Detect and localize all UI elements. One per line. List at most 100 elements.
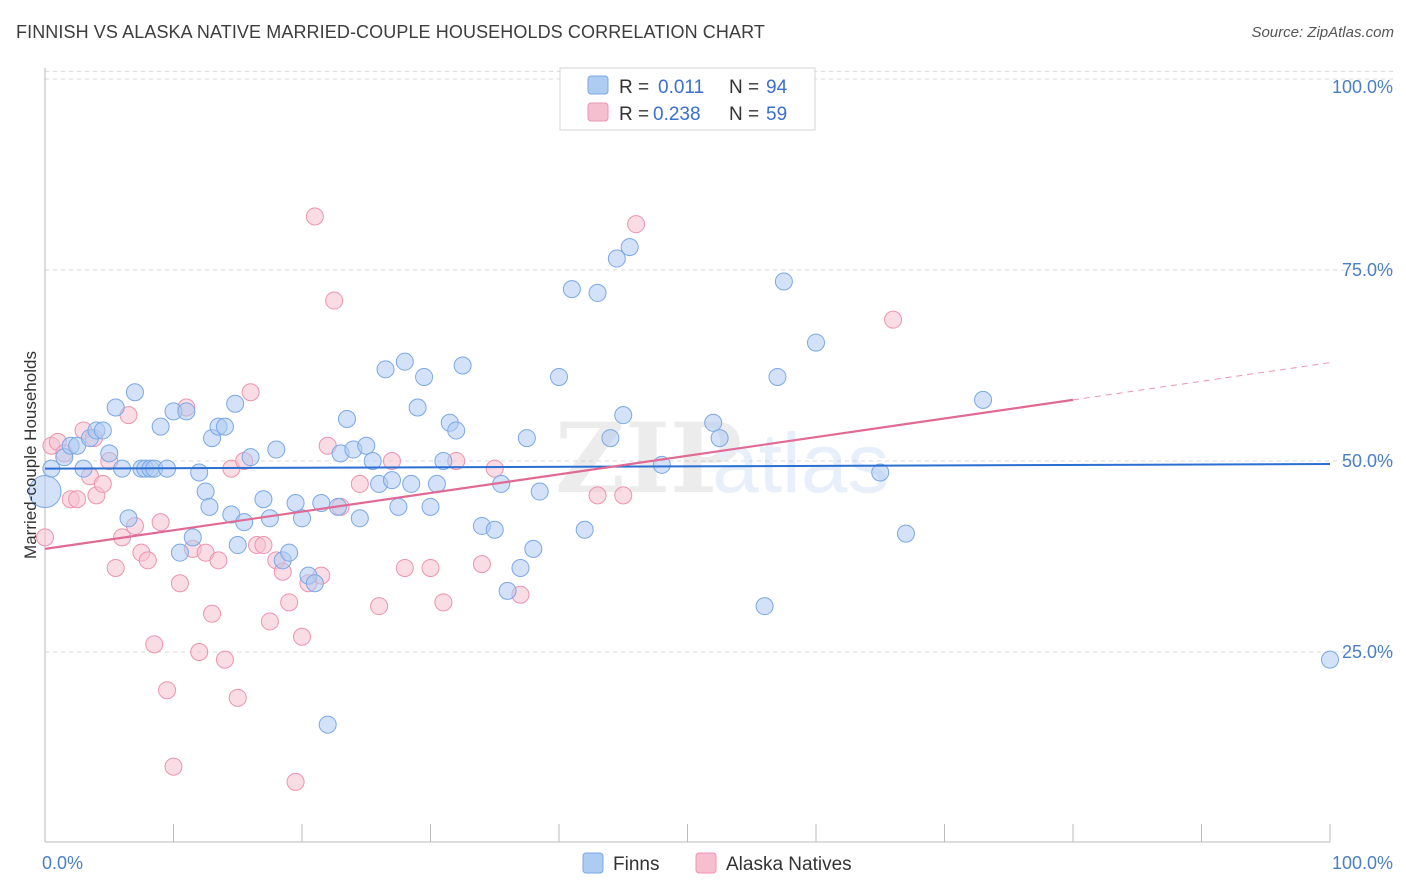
data-point-alaska-natives xyxy=(254,536,273,555)
data-point-alaska-natives xyxy=(138,551,157,570)
data-point-alaska-natives xyxy=(588,486,607,505)
data-point-alaska-natives xyxy=(286,772,305,791)
data-point-finns xyxy=(267,440,286,459)
data-point-finns xyxy=(704,413,723,432)
data-point-finns xyxy=(100,444,119,463)
data-point-finns xyxy=(607,249,626,268)
data-point-finns xyxy=(228,536,247,555)
data-point-finns xyxy=(305,574,324,593)
axes xyxy=(44,68,1331,843)
data-point-finns xyxy=(498,581,517,600)
legend-n-label-alaska-natives: N = xyxy=(729,104,759,125)
bottom-legend-label-alaska-natives: Alaska Natives xyxy=(726,854,852,875)
data-point-alaska-natives xyxy=(93,474,112,493)
data-point-finns xyxy=(453,356,472,375)
data-point-alaska-natives xyxy=(305,207,324,226)
data-point-alaska-natives xyxy=(164,757,183,776)
data-point-finns xyxy=(395,352,414,371)
x-tick-label-min: 0.0% xyxy=(42,853,83,873)
data-point-finns xyxy=(93,421,112,440)
data-point-alaska-natives xyxy=(170,574,189,593)
data-point-finns xyxy=(620,238,639,257)
legend-r-value-alaska-natives: 0.238 xyxy=(653,104,701,125)
data-point-finns xyxy=(807,333,825,352)
legend-n-label-finns: N = xyxy=(729,77,759,98)
data-point-finns xyxy=(363,452,382,470)
source-credit: Source: ZipAtlas.com xyxy=(1251,24,1394,41)
grid-lines xyxy=(45,70,1393,653)
data-point-finns xyxy=(562,280,581,299)
data-point-alaska-natives xyxy=(228,688,247,707)
data-point-finns xyxy=(235,513,254,532)
data-point-alaska-natives xyxy=(293,627,311,646)
bottom-legend-swatch-alaska-natives xyxy=(695,852,717,874)
series-finns-points xyxy=(28,238,1339,734)
y-axis-label: Married-couple Households xyxy=(21,351,40,559)
data-point-alaska-natives xyxy=(145,635,164,654)
legend-n-value-alaska-natives: 59 xyxy=(766,104,787,125)
data-point-alaska-natives xyxy=(350,474,369,493)
legend-swatch-alaska-natives xyxy=(587,102,609,122)
data-point-alaska-natives xyxy=(472,555,491,574)
data-point-alaska-natives xyxy=(151,513,170,532)
data-point-finns xyxy=(871,463,890,482)
trend-line-alaska-natives-extension xyxy=(1072,362,1331,401)
data-point-finns xyxy=(254,490,273,509)
data-point-finns xyxy=(415,367,434,386)
data-point-finns xyxy=(614,406,633,425)
data-point-finns xyxy=(260,509,279,528)
y-tick-label: 75.0% xyxy=(1342,260,1393,280)
data-point-alaska-natives xyxy=(280,593,299,612)
trend-lines xyxy=(44,362,1331,550)
data-point-finns xyxy=(768,367,787,386)
data-point-alaska-natives xyxy=(106,558,125,577)
data-point-finns xyxy=(226,394,245,413)
data-point-alaska-natives xyxy=(215,650,234,669)
data-point-finns xyxy=(517,429,536,448)
data-point-alaska-natives xyxy=(36,528,54,547)
legend-swatch-finns xyxy=(587,75,609,95)
chart-title: FINNISH VS ALASKA NATIVE MARRIED-COUPLE … xyxy=(16,22,765,42)
data-point-finns xyxy=(755,597,774,616)
data-point-finns xyxy=(389,497,408,516)
data-point-finns xyxy=(357,436,376,455)
data-point-alaska-natives xyxy=(260,612,279,631)
data-point-finns xyxy=(1321,650,1339,669)
y-tick-label: 50.0% xyxy=(1342,451,1393,471)
data-point-alaska-natives xyxy=(382,452,401,470)
data-point-finns xyxy=(427,474,446,493)
data-point-alaska-natives xyxy=(627,215,646,234)
legend-n-value-finns: 94 xyxy=(766,77,788,98)
data-point-finns xyxy=(524,539,543,558)
data-point-alaska-natives xyxy=(370,597,389,616)
data-point-finns xyxy=(421,497,440,516)
data-point-finns xyxy=(170,543,189,562)
data-point-finns xyxy=(106,398,125,417)
data-point-finns xyxy=(200,497,219,516)
data-point-finns xyxy=(530,482,549,501)
data-point-finns xyxy=(190,463,209,482)
data-point-finns xyxy=(588,283,607,302)
data-point-alaska-natives xyxy=(614,486,633,505)
legend-r-label-finns: R = xyxy=(619,77,649,98)
data-point-alaska-natives xyxy=(209,551,228,570)
data-point-finns xyxy=(183,528,202,547)
data-point-finns xyxy=(408,398,427,417)
data-point-finns xyxy=(434,452,453,470)
data-point-finns xyxy=(293,509,311,528)
data-point-finns xyxy=(280,543,299,562)
data-point-finns xyxy=(350,509,369,528)
data-point-finns xyxy=(774,272,793,291)
data-point-alaska-natives xyxy=(421,558,440,577)
bottom-legend-label-finns: Finns xyxy=(613,854,659,875)
legend-box: R = 0.011 N = 94 R = 0.238 N = 59 xyxy=(559,67,816,131)
data-point-alaska-natives xyxy=(158,681,177,700)
data-point-alaska-natives xyxy=(395,558,414,577)
data-point-finns xyxy=(710,429,729,448)
x-tick-label-max: 100.0% xyxy=(1332,853,1393,873)
data-point-finns xyxy=(28,475,62,509)
data-point-alaska-natives xyxy=(325,291,344,310)
data-point-alaska-natives xyxy=(434,593,453,612)
data-point-finns xyxy=(447,421,466,440)
data-point-finns xyxy=(376,360,395,379)
